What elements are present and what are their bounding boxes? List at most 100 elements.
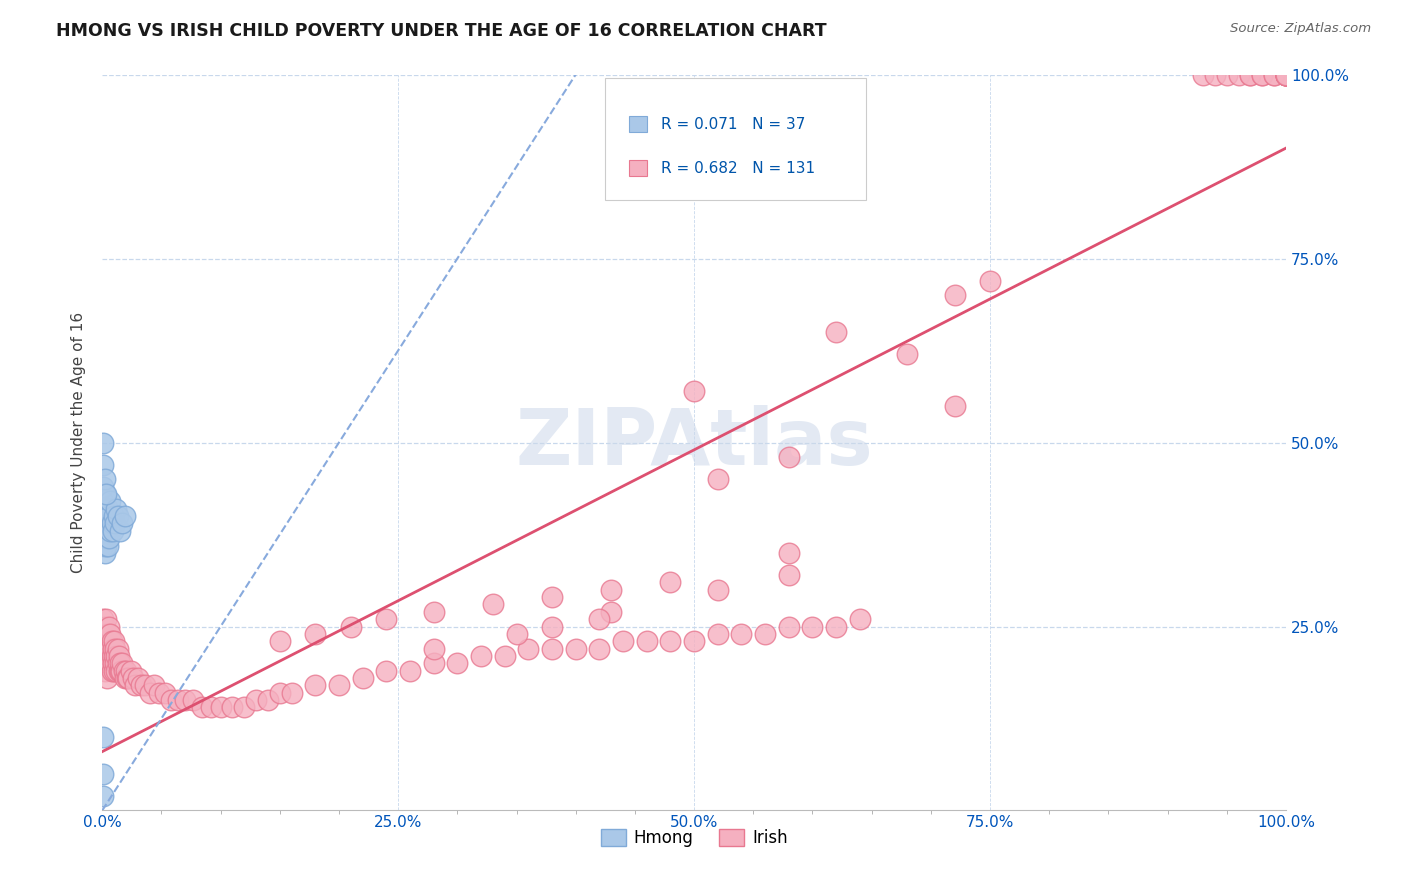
Point: [1263, 68, 1285, 82]
Point: [98, 648, 121, 663]
Point: [107, 664, 129, 678]
Point: [399, 664, 422, 678]
Point: [93, 664, 115, 678]
Point: [446, 657, 468, 671]
Point: [541, 619, 564, 633]
Point: [517, 641, 540, 656]
Point: [110, 664, 132, 678]
Point: [100, 627, 122, 641]
Legend: Hmong, Irish: Hmong, Irish: [593, 822, 794, 854]
Point: [1239, 68, 1261, 82]
Point: [104, 516, 127, 531]
Point: [730, 627, 752, 641]
Point: [104, 657, 127, 671]
Point: [541, 641, 564, 656]
Point: [94, 657, 117, 671]
Point: [1275, 68, 1298, 82]
Point: [111, 657, 134, 671]
Point: [93, 472, 115, 486]
Point: [93, 657, 115, 671]
Point: [122, 671, 145, 685]
Point: [1275, 68, 1298, 82]
Point: [100, 634, 122, 648]
Point: [269, 686, 291, 700]
Point: [105, 648, 128, 663]
Point: [1275, 68, 1298, 82]
Point: [93, 648, 115, 663]
Point: [93, 634, 115, 648]
Point: [93, 480, 115, 494]
Point: [93, 494, 115, 508]
Point: [304, 678, 326, 692]
Point: [233, 700, 256, 714]
Point: [93, 458, 115, 472]
Point: [706, 627, 728, 641]
Point: [482, 598, 505, 612]
Text: HMONG VS IRISH CHILD POVERTY UNDER THE AGE OF 16 CORRELATION CHART: HMONG VS IRISH CHILD POVERTY UNDER THE A…: [56, 22, 827, 40]
Point: [93, 766, 115, 780]
Point: [98, 531, 121, 545]
Point: [979, 274, 1001, 288]
Point: [93, 641, 115, 656]
Point: [160, 693, 183, 707]
Point: [352, 671, 374, 685]
Point: [114, 671, 136, 685]
Point: [683, 634, 706, 648]
Point: [94, 612, 117, 626]
Point: [97, 641, 120, 656]
Point: [825, 619, 848, 633]
Point: [93, 487, 115, 501]
Point: [470, 648, 492, 663]
Point: [422, 657, 444, 671]
Point: [304, 627, 326, 641]
Point: [1275, 68, 1298, 82]
Point: [280, 686, 302, 700]
Point: [100, 657, 122, 671]
Point: [1204, 68, 1226, 82]
Point: [114, 509, 136, 524]
Point: [896, 347, 918, 361]
Point: [103, 509, 125, 524]
Point: [93, 627, 115, 641]
Point: [134, 678, 156, 692]
Point: [209, 700, 232, 714]
Point: [564, 641, 586, 656]
Point: [422, 605, 444, 619]
Point: [120, 664, 142, 678]
Point: [108, 664, 131, 678]
Point: [943, 288, 966, 302]
Point: [100, 494, 122, 508]
Point: [98, 634, 121, 648]
Point: [96, 648, 118, 663]
Point: [269, 634, 291, 648]
Point: [825, 325, 848, 339]
Point: [93, 619, 115, 633]
Point: [97, 657, 120, 671]
Point: [94, 539, 117, 553]
Point: [375, 664, 398, 678]
Point: [143, 678, 166, 692]
Point: [600, 605, 623, 619]
Point: [94, 487, 117, 501]
Point: [97, 627, 120, 641]
Point: [93, 531, 115, 545]
Point: [107, 509, 129, 524]
Point: [1251, 68, 1274, 82]
Point: [1216, 68, 1239, 82]
Point: [1275, 68, 1298, 82]
Point: [541, 590, 564, 604]
Point: [1192, 68, 1215, 82]
Point: [115, 671, 138, 685]
Point: [107, 648, 129, 663]
Point: [1275, 68, 1298, 82]
Point: [108, 524, 131, 538]
Point: [328, 678, 350, 692]
Text: R = 0.071   N = 37: R = 0.071 N = 37: [661, 117, 806, 132]
Point: [801, 619, 824, 633]
Point: [93, 509, 115, 524]
Point: [103, 634, 125, 648]
Point: [778, 619, 800, 633]
Point: [100, 516, 122, 531]
Text: ZIPAtlas: ZIPAtlas: [515, 404, 873, 481]
Point: [494, 648, 516, 663]
